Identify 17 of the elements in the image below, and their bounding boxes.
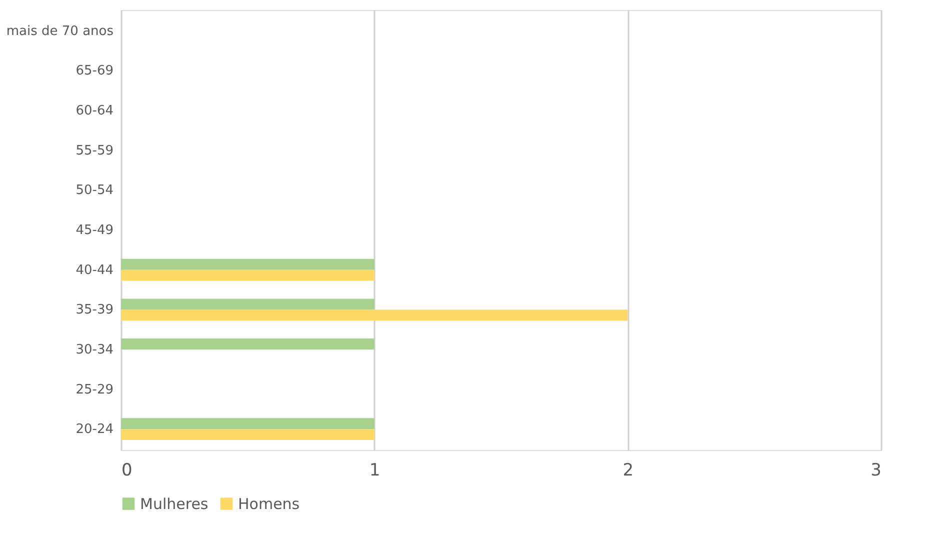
y-tick-label: 65-69 bbox=[76, 64, 114, 79]
x-tick-label: 0 bbox=[122, 460, 132, 480]
y-tick-label: mais de 70 anos bbox=[6, 24, 114, 39]
x-tick-label: 2 bbox=[622, 460, 634, 480]
legend-label: Mulheres bbox=[140, 494, 208, 513]
y-tick-label: 60-64 bbox=[76, 104, 114, 119]
y-tick-label: 40-44 bbox=[76, 262, 114, 278]
y-tick-label: 35-39 bbox=[76, 302, 114, 318]
y-tick-label: 30-34 bbox=[76, 342, 114, 358]
y-tick-label: 50-54 bbox=[76, 183, 114, 198]
y-tick-label: 55-59 bbox=[76, 143, 114, 158]
y-tick-label: 25-29 bbox=[76, 382, 114, 398]
legend-label: Homens bbox=[238, 494, 300, 513]
y-tick-label: 20-24 bbox=[76, 422, 114, 438]
x-tick-label: 3 bbox=[870, 460, 882, 480]
y-tick-label: 45-49 bbox=[76, 223, 114, 238]
x-tick-label: 1 bbox=[369, 460, 380, 480]
